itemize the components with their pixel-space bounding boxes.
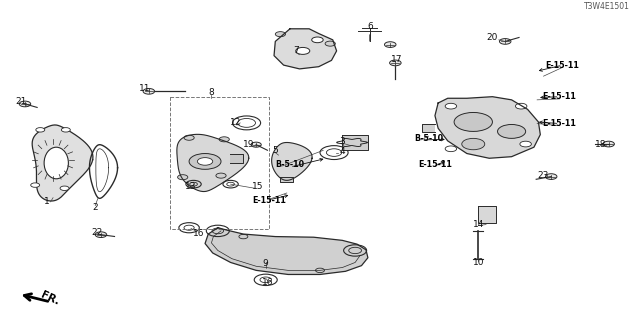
Circle shape (296, 47, 310, 54)
Circle shape (95, 232, 107, 237)
Text: E-15-11: E-15-11 (543, 119, 577, 128)
Circle shape (275, 32, 285, 37)
Text: 9: 9 (263, 259, 269, 268)
Bar (170, 97, 269, 229)
Text: 11: 11 (139, 84, 150, 93)
Ellipse shape (44, 147, 68, 179)
Text: 8: 8 (209, 88, 214, 97)
Circle shape (219, 137, 229, 142)
Circle shape (515, 103, 527, 109)
Text: E-15-11: E-15-11 (546, 60, 580, 70)
Text: 17: 17 (391, 55, 403, 64)
Polygon shape (274, 29, 337, 69)
Text: 23: 23 (538, 171, 549, 180)
Circle shape (316, 268, 324, 273)
Polygon shape (32, 125, 93, 201)
Polygon shape (205, 228, 368, 275)
Text: 4: 4 (340, 147, 345, 156)
Text: 5: 5 (273, 146, 278, 155)
Circle shape (60, 186, 69, 190)
Text: 13: 13 (184, 182, 196, 191)
Text: B-5-10: B-5-10 (414, 134, 443, 143)
Polygon shape (280, 177, 293, 182)
Text: 21: 21 (15, 97, 27, 106)
Text: FR.: FR. (39, 290, 61, 308)
Polygon shape (271, 142, 312, 180)
Circle shape (462, 138, 484, 150)
Circle shape (445, 103, 457, 109)
Circle shape (216, 173, 226, 178)
Text: 19: 19 (243, 140, 254, 149)
Circle shape (312, 37, 323, 43)
Text: 2: 2 (92, 203, 98, 212)
Text: 15: 15 (252, 182, 264, 191)
Text: E-15-11: E-15-11 (252, 196, 286, 205)
Text: E-15-11: E-15-11 (543, 92, 577, 101)
Circle shape (390, 60, 401, 66)
Text: E-15-11: E-15-11 (418, 160, 452, 169)
Circle shape (603, 141, 614, 147)
Circle shape (325, 41, 335, 46)
Circle shape (197, 158, 212, 165)
Circle shape (19, 101, 31, 107)
Text: 16: 16 (262, 278, 273, 287)
Text: 18: 18 (595, 140, 607, 148)
Polygon shape (422, 124, 435, 132)
Circle shape (499, 39, 511, 44)
Circle shape (239, 234, 248, 239)
Circle shape (520, 141, 531, 147)
Circle shape (184, 135, 194, 140)
Text: 12: 12 (230, 118, 241, 127)
Polygon shape (230, 154, 243, 163)
Polygon shape (478, 206, 495, 223)
Circle shape (545, 174, 557, 180)
Text: 14: 14 (473, 220, 484, 229)
Circle shape (31, 183, 40, 187)
Circle shape (454, 112, 492, 132)
Polygon shape (177, 134, 249, 192)
Text: 7: 7 (293, 46, 299, 55)
Text: 20: 20 (487, 33, 498, 42)
Circle shape (497, 124, 525, 138)
Circle shape (61, 128, 70, 132)
Text: T3W4E1501: T3W4E1501 (584, 3, 630, 12)
Text: 10: 10 (472, 258, 484, 267)
Text: 1: 1 (44, 197, 49, 206)
Polygon shape (342, 135, 368, 150)
Text: 3: 3 (339, 137, 345, 146)
Circle shape (177, 175, 188, 180)
Circle shape (385, 42, 396, 47)
Circle shape (143, 88, 155, 94)
Circle shape (189, 154, 221, 169)
Text: 16: 16 (193, 229, 204, 238)
Text: B-5-10: B-5-10 (275, 160, 305, 169)
Polygon shape (435, 97, 540, 158)
Circle shape (36, 128, 45, 132)
Text: 22: 22 (91, 228, 102, 237)
Circle shape (251, 142, 261, 147)
Circle shape (445, 146, 457, 152)
Text: 6: 6 (367, 22, 372, 31)
